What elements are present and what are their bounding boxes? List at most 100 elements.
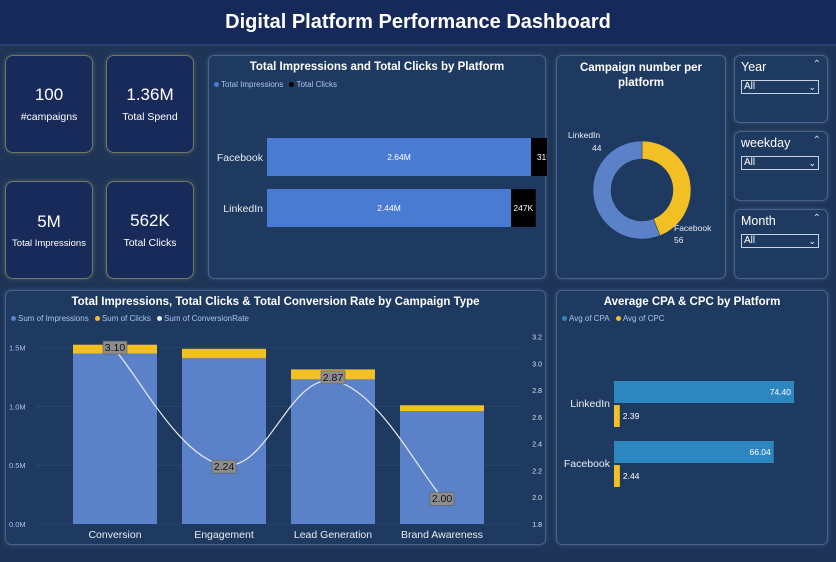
slicer-title: Year	[741, 60, 767, 74]
clicks-bar	[531, 138, 547, 176]
legend-label: Avg of CPC	[622, 314, 665, 323]
slicer-value: All	[744, 81, 756, 92]
conversion-data-label: 2.87	[323, 372, 344, 384]
y2-tick-label: 2.8	[532, 388, 542, 395]
legend-label: Total Clicks	[296, 80, 337, 89]
cpa-data-label: 66.04	[749, 447, 771, 457]
y-tick-label: 1.0M	[9, 402, 26, 411]
kpi-card-spend: 1.36M Total Spend	[106, 55, 194, 153]
y2-tick-label: 3.2	[532, 335, 542, 342]
kpi-card-campaigns: 100 #campaigns	[5, 55, 93, 153]
y2-tick-label: 2.4	[532, 442, 542, 449]
y2-tick-label: 2.6	[532, 415, 542, 422]
legend-item: Total Impressions	[214, 80, 283, 89]
legend-item: Sum of Impressions	[11, 314, 89, 323]
chevron-down-icon[interactable]: ⌄	[808, 236, 816, 246]
donut-slice	[641, 140, 692, 236]
impressions-column	[182, 358, 266, 524]
chevron-down-icon[interactable]: ⌄	[808, 158, 816, 168]
y-tick-label: 0.0M	[9, 520, 26, 529]
slice-category-label: LinkedIn	[568, 130, 600, 140]
clicks-bar	[511, 189, 536, 227]
category-label: Facebook	[217, 152, 264, 164]
slicer-title: weekday	[741, 136, 791, 150]
slice-category-label: Facebook	[674, 223, 712, 233]
donut-slice	[592, 140, 661, 240]
legend-dot	[289, 82, 295, 88]
cpa-cpc-panel: Average CPA & CPC by Platform Avg of CPA…	[556, 290, 828, 545]
slicer-dropdown-year[interactable]: All ⌄	[741, 80, 819, 94]
y-tick-label: 0.5M	[9, 461, 26, 470]
impressions-clicks-platform-panel: Total Impressions and Total Clicks by Pl…	[208, 55, 547, 279]
clicks-column	[400, 405, 484, 412]
campaign-type-panel: Total Impressions, Total Clicks & Total …	[5, 290, 546, 545]
legend-item: Avg of CPA	[562, 314, 610, 323]
legend-dot	[94, 316, 100, 322]
chevron-up-icon[interactable]: ⌃	[812, 213, 821, 224]
chart-legend: Avg of CPA Avg of CPC	[562, 314, 669, 323]
legend-dot	[157, 316, 163, 322]
slicer-weekday[interactable]: weekday ⌃ All ⌄	[734, 131, 828, 201]
legend-label: Total Impressions	[221, 80, 284, 89]
legend-dot	[11, 316, 16, 322]
conversion-data-label: 2.00	[432, 493, 453, 505]
slicer-value: All	[744, 157, 756, 168]
category-label: Engagement	[194, 529, 254, 541]
campaign-donut-panel: Campaign number per platform LinkedIn 44 F…	[556, 55, 726, 279]
chart-legend: Sum of Impressions Sum of Clicks Sum of …	[11, 314, 253, 323]
kpi-card-impressions: 5M Total Impressions	[5, 181, 93, 279]
platform-bar-chart: Facebook 2.64M 315K LinkedIn 2.44M 247K	[217, 138, 547, 227]
impressions-data-label: 2.44M	[377, 203, 401, 213]
legend-label: Sum of Impressions	[18, 314, 89, 323]
category-label: LinkedIn	[223, 203, 263, 215]
cpc-bar	[614, 405, 620, 427]
slicer-month[interactable]: Month ⌃ All ⌄	[734, 209, 828, 279]
slicer-value: All	[744, 235, 756, 246]
kpi-card-clicks: 562K Total Clicks	[106, 181, 194, 279]
legend-item: Sum of ConversionRate	[157, 314, 249, 323]
slice-value-label: 44	[592, 143, 602, 153]
slicer-year[interactable]: Year ⌃ All ⌄	[734, 55, 828, 123]
cpc-data-label: 2.44	[623, 471, 640, 481]
legend-dot	[214, 82, 219, 88]
kpi-value: 1.36M	[126, 85, 174, 104]
chevron-up-icon[interactable]: ⌃	[812, 135, 821, 146]
category-label: LinkedIn	[570, 398, 610, 410]
legend-item: Sum of Clicks	[94, 314, 151, 323]
slice-value-label: 56	[674, 235, 684, 245]
category-label: Brand Awareness	[401, 529, 483, 541]
cpc-bar	[614, 465, 620, 487]
y2-tick-label: 2.0	[532, 495, 542, 502]
impressions-column	[291, 379, 375, 524]
impressions-bar	[267, 189, 511, 227]
kpi-value: 562K	[130, 211, 170, 230]
chevron-down-icon[interactable]: ⌄	[808, 82, 816, 92]
conversion-rate-line	[114, 349, 443, 498]
chart-title: Average CPA & CPC by Platform	[603, 296, 781, 308]
legend-dot	[562, 316, 567, 322]
cpa-bar	[614, 441, 774, 463]
clicks-data-label: 247K	[513, 203, 533, 213]
conversion-label-box	[429, 491, 455, 506]
campaign-donut-chart: LinkedIn 44 Facebook 56	[568, 130, 712, 245]
y-tick-label: 1.5M	[9, 344, 26, 353]
slicer-dropdown-month[interactable]: All ⌄	[741, 234, 819, 248]
dashboard-title: Digital Platform Performance Dashboard	[225, 10, 611, 33]
impressions-column	[73, 353, 157, 524]
conversion-data-label: 2.24	[214, 461, 235, 473]
chart-title: Total Impressions and Total Clicks by Pl…	[249, 61, 505, 73]
y2-tick-label: 3.0	[532, 361, 542, 368]
category-label: Lead Generation	[294, 529, 372, 541]
legend-item: Avg of CPC	[615, 314, 665, 323]
kpi-label: #campaigns	[20, 111, 78, 123]
cpa-bar	[614, 381, 794, 403]
y2-tick-label: 1.8	[532, 522, 542, 529]
conversion-label-box	[320, 370, 346, 385]
chevron-up-icon[interactable]: ⌃	[812, 59, 821, 70]
cpa-data-label: 74.40	[770, 387, 792, 397]
slicer-dropdown-weekday[interactable]: All ⌄	[741, 156, 819, 170]
kpi-label: Total Spend	[122, 111, 178, 123]
kpi-value: 100	[34, 85, 64, 104]
category-label: Facebook	[564, 458, 611, 470]
conversion-label-box	[211, 459, 237, 474]
